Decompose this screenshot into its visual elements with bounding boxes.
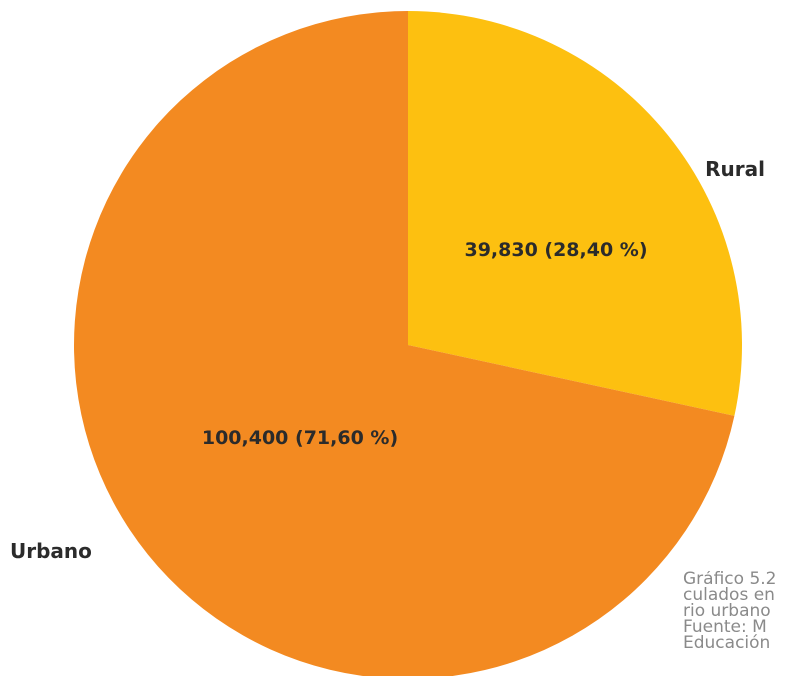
caption-line: Educación: [683, 633, 771, 653]
pie-slice-rural: [408, 11, 742, 416]
caption-line: Gráfico 5.2: [683, 571, 777, 589]
caption-line: Fuente: M: [683, 617, 767, 637]
category-label-rural: Rural: [705, 157, 765, 181]
pie-slice-urbano: [74, 11, 735, 676]
chart-caption: Gráfico 5.2 culados en rio urbano Fuente…: [683, 571, 798, 676]
data-label-urbano: 100,400 (71,60 %): [202, 427, 398, 449]
data-label-rural: 39,830 (28,40 %): [464, 239, 647, 261]
category-label-urbano: Urbano: [10, 539, 92, 563]
caption-line: rio urbano: [683, 601, 771, 621]
caption-line: culados en: [683, 585, 775, 605]
